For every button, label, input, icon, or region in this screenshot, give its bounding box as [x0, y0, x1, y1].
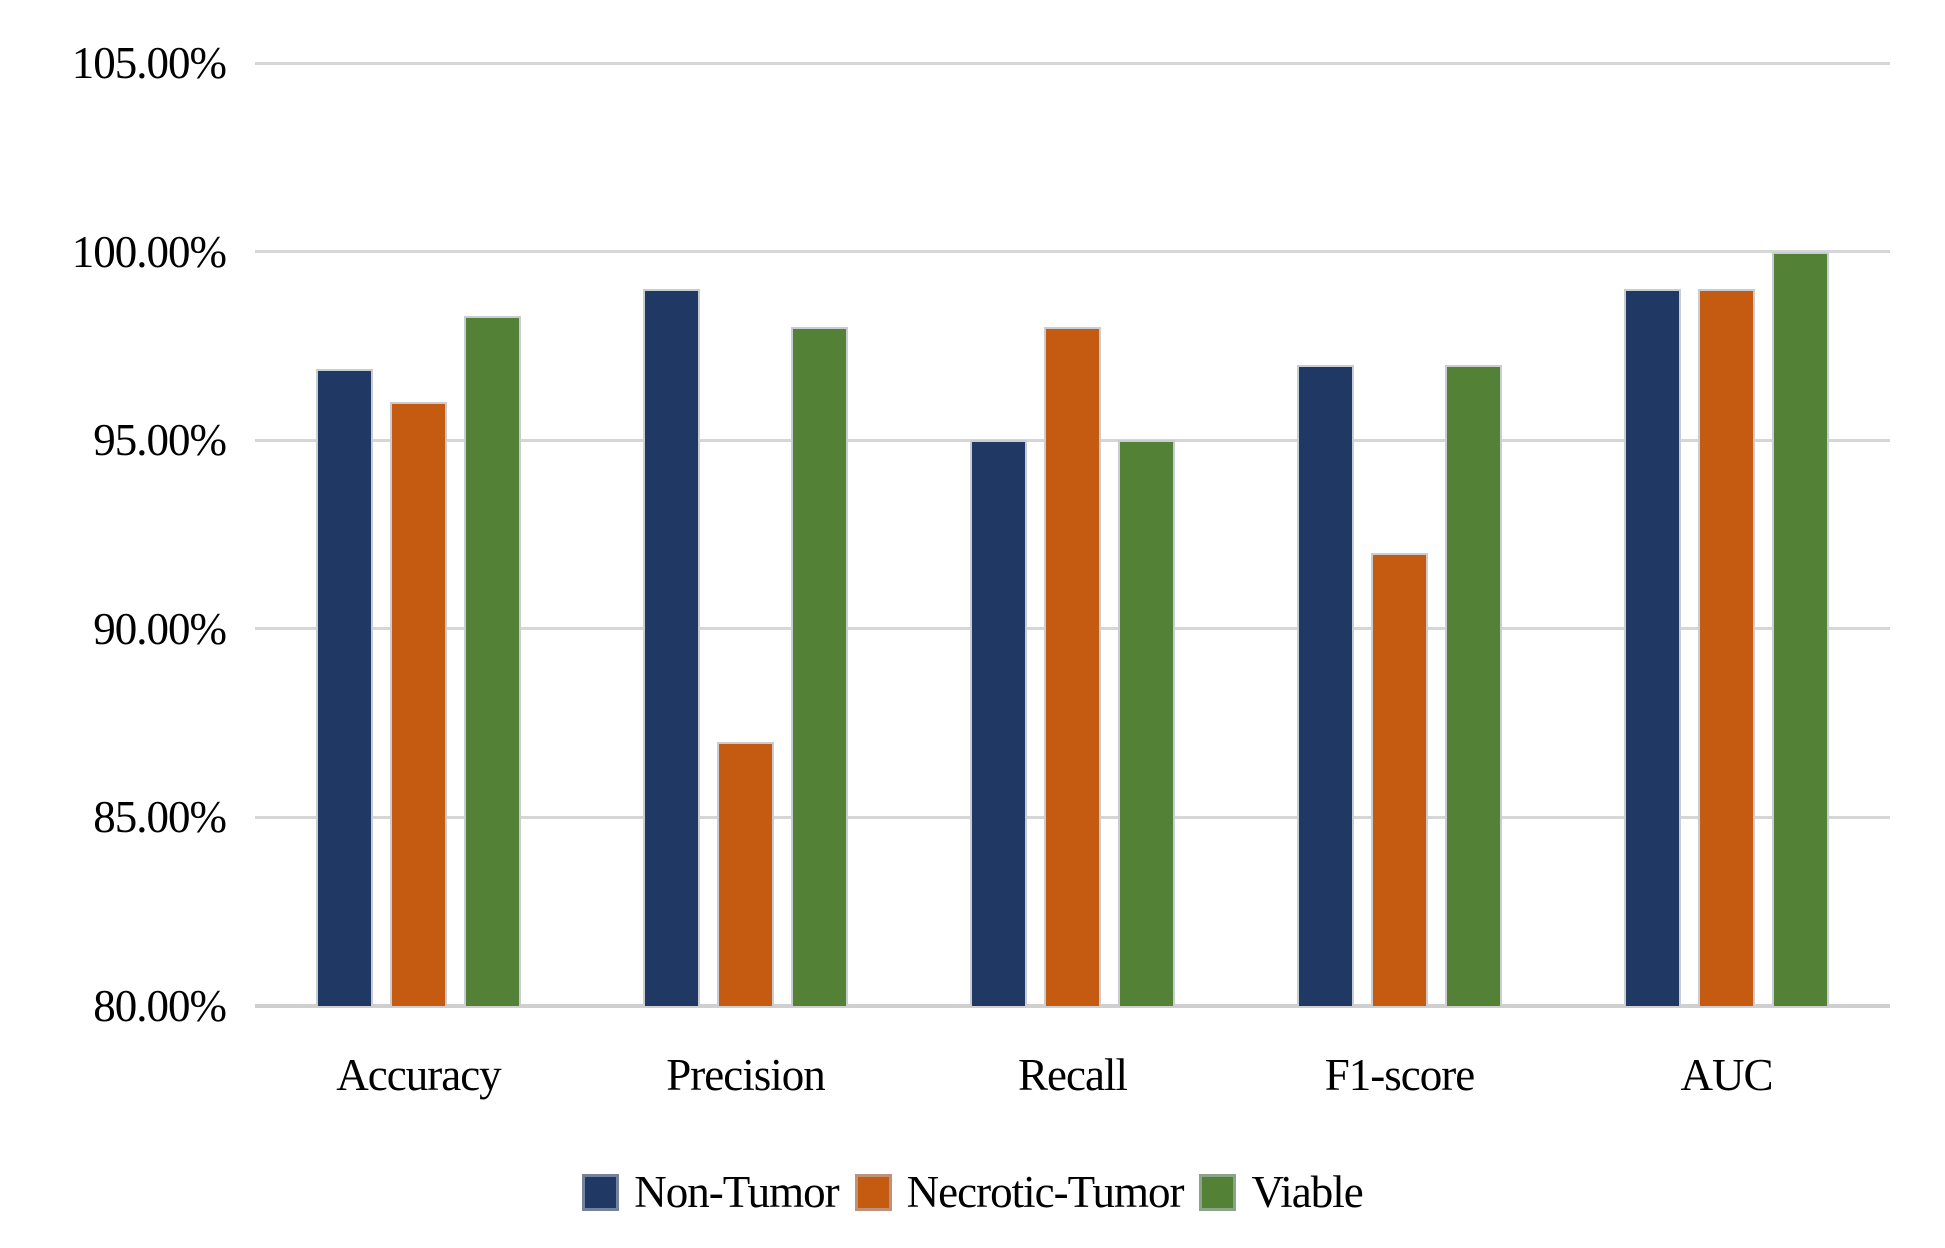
legend-item-non-tumor: Non-Tumor [582, 1166, 840, 1218]
legend-item-viable: Viable [1199, 1166, 1364, 1218]
x-axis-label-precision: Precision [666, 1050, 825, 1100]
y-axis-tick-label: 95.00% [93, 415, 227, 466]
x-axis-label-f1-score: F1-score [1324, 1050, 1475, 1100]
bar-non-tumor-precision [643, 289, 700, 1006]
gridline [255, 250, 1890, 254]
y-axis-tick-label: 80.00% [93, 981, 227, 1031]
legend-swatch-icon [854, 1173, 892, 1211]
y-axis-tick-label: 90.00% [93, 603, 227, 654]
y-axis-tick-label: 105.00% [71, 38, 227, 88]
bar-necrotic-tumor-precision [717, 741, 774, 1006]
bar-viable-f1-score [1445, 364, 1502, 1006]
bar-necrotic-tumor-recall [1044, 327, 1101, 1006]
y-axis-tick-label: 85.00% [93, 792, 227, 843]
bar-non-tumor-auc [1624, 289, 1681, 1006]
bar-viable-precision [791, 327, 848, 1006]
legend-swatch-icon [1199, 1173, 1237, 1211]
x-axis-label-accuracy: Accuracy [336, 1050, 501, 1100]
x-axis-label-recall: Recall [1018, 1050, 1128, 1100]
bar-viable-auc [1772, 251, 1829, 1006]
legend-label: Non-Tumor [634, 1167, 839, 1217]
x-axis-label-auc: AUC [1680, 1050, 1773, 1100]
x-axis-line [255, 1004, 1890, 1008]
bar-necrotic-tumor-auc [1698, 289, 1755, 1006]
legend-label: Necrotic-Tumor [906, 1167, 1185, 1217]
y-axis-tick-label: 100.00% [71, 226, 227, 277]
legend-item-necrotic-tumor: Necrotic-Tumor [854, 1166, 1185, 1218]
gridline [255, 61, 1890, 65]
bar-non-tumor-recall [970, 440, 1027, 1006]
legend-swatch-icon [582, 1173, 620, 1211]
bar-non-tumor-f1-score [1297, 364, 1354, 1006]
bar-non-tumor-accuracy [316, 368, 373, 1006]
bar-necrotic-tumor-f1-score [1371, 553, 1428, 1006]
bar-viable-accuracy [464, 315, 521, 1006]
legend-label: Viable [1251, 1167, 1363, 1217]
bar-necrotic-tumor-accuracy [390, 402, 447, 1006]
bar-viable-recall [1118, 440, 1175, 1006]
legend: Non-Tumor Necrotic-Tumor Viable [0, 1166, 1945, 1218]
